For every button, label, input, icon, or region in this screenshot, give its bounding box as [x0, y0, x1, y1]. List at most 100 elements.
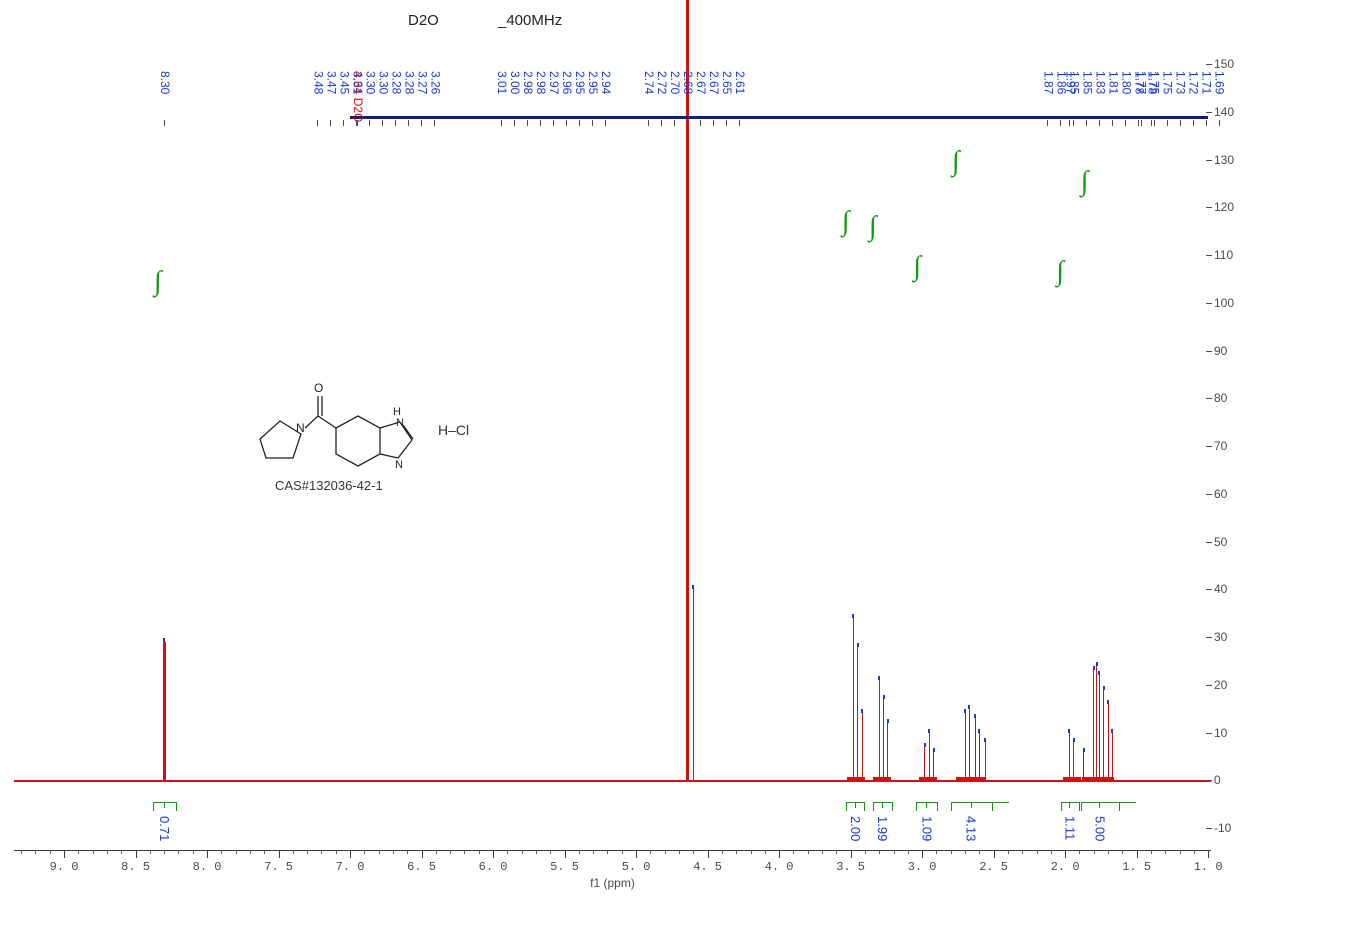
peak-ppm-label: 1.85 [1067, 71, 1081, 94]
peak-label-tick [1125, 120, 1126, 126]
y-axis-tick-label: 10 [1214, 726, 1227, 740]
peak-marker [1093, 666, 1095, 670]
peak-label-tick [661, 120, 662, 126]
y-axis-tick [1206, 685, 1212, 686]
x-axis-minor-tick [164, 850, 165, 854]
svg-text:N: N [395, 459, 403, 471]
integral-tail [1118, 802, 1136, 804]
y-axis-tick [1206, 160, 1212, 161]
peak-marker [883, 695, 885, 699]
peak-label-tick [382, 120, 383, 126]
x-axis-minor-tick [1180, 850, 1181, 854]
peak-label-tick [1138, 120, 1139, 126]
x-axis-minor-tick [550, 850, 551, 854]
y-axis-tick-label: 90 [1214, 344, 1227, 358]
peak-ppm-label: 1.87 [1041, 71, 1055, 94]
x-axis-minor-tick [379, 850, 380, 854]
x-axis-minor-tick [965, 850, 966, 854]
y-axis-tick [1206, 64, 1212, 65]
x-axis-minor-tick [1165, 850, 1166, 854]
x-axis-minor-tick [93, 850, 94, 854]
peak-label-tick [408, 120, 409, 126]
x-axis-tick-label: 8. 0 [193, 860, 222, 874]
peak-marker [861, 709, 863, 713]
spectrum-peak [933, 752, 934, 781]
x-axis-minor-tick [21, 850, 22, 854]
spectrum-peak [1096, 666, 1097, 781]
x-axis-minor-tick [436, 850, 437, 854]
peak-marker [857, 643, 859, 647]
y-axis-tick-label: 130 [1214, 153, 1234, 167]
x-axis-tick [922, 850, 923, 858]
x-axis-minor-tick [693, 850, 694, 854]
peak-marker [692, 585, 694, 589]
peak-label-tick [605, 120, 606, 126]
spectrum-peak [1112, 733, 1113, 781]
x-axis-minor-tick [1051, 850, 1052, 854]
peak-label-tick [514, 120, 515, 126]
peak-label-tick [527, 120, 528, 126]
peak-label-tick [1112, 120, 1113, 126]
peak-marker [1111, 729, 1113, 733]
y-axis-tick [1206, 207, 1212, 208]
y-axis-tick-label: 60 [1214, 487, 1227, 501]
peak-marker [1073, 738, 1075, 742]
peak-label-tick [1141, 120, 1142, 126]
peak-ppm-label: 2.65 [720, 71, 734, 94]
x-axis-tick [279, 850, 280, 858]
peak-marker [1096, 662, 1098, 666]
integral-tick [164, 802, 165, 808]
x-axis-tick-label: 9. 0 [50, 860, 79, 874]
spectrum-peak [879, 680, 880, 780]
x-axis-minor-tick [1037, 850, 1038, 854]
x-axis-minor-tick [193, 850, 194, 854]
x-axis-minor-tick [836, 850, 837, 854]
integral-tick [926, 802, 927, 808]
spectrum-peak [883, 699, 884, 780]
spectrum-peak [985, 742, 986, 780]
peak-label-tick [1086, 120, 1087, 126]
peak-ppm-label: 3.30 [376, 71, 390, 94]
x-axis-tick-label: 3. 5 [836, 860, 865, 874]
spectrum-peak [693, 589, 694, 780]
x-axis-minor-tick [107, 850, 108, 854]
x-axis-tick [1137, 850, 1138, 858]
spectrum-peak [163, 642, 166, 780]
x-axis-tick [636, 850, 637, 858]
peak-ppm-label: 3.01 [495, 71, 509, 94]
integral-curve: ∫ [1081, 166, 1089, 198]
peak-label-tick [1069, 120, 1070, 126]
peak-label-tick [1151, 120, 1152, 126]
y-axis-tick [1206, 494, 1212, 495]
peak-marker [964, 709, 966, 713]
y-axis-tick-label: 50 [1214, 535, 1227, 549]
x-axis-minor-tick [293, 850, 294, 854]
peak-label-tick [1099, 120, 1100, 126]
x-axis-tick-label: 8. 5 [121, 860, 150, 874]
x-axis-minor-tick [150, 850, 151, 854]
x-axis-tick [994, 850, 995, 858]
x-axis-minor-tick [936, 850, 937, 854]
y-axis-tick [1206, 303, 1212, 304]
integral-curve: ∫ [869, 211, 877, 243]
integral-tail [991, 802, 1009, 804]
x-axis-tick-label: 3. 0 [908, 860, 937, 874]
spectrum-peak [929, 733, 930, 781]
x-axis-minor-tick [622, 850, 623, 854]
x-axis-minor-tick [450, 850, 451, 854]
peak-ppm-label: 3.26 [428, 71, 442, 94]
peak-label-tick [395, 120, 396, 126]
x-axis-tick [708, 850, 709, 858]
x-axis-tick [350, 850, 351, 858]
peak-marker [968, 705, 970, 709]
x-axis-minor-tick [865, 850, 866, 854]
x-axis-minor-tick [894, 850, 895, 854]
x-axis-minor-tick [808, 850, 809, 854]
peak-marker [1107, 700, 1109, 704]
x-axis-minor-tick [1008, 850, 1009, 854]
peak-ppm-label: 2.67 [707, 71, 721, 94]
x-axis-minor-tick [1108, 850, 1109, 854]
peak-ppm-label: 3.30 [363, 71, 377, 94]
peak-marker [1098, 671, 1100, 675]
peak-marker [974, 714, 976, 718]
